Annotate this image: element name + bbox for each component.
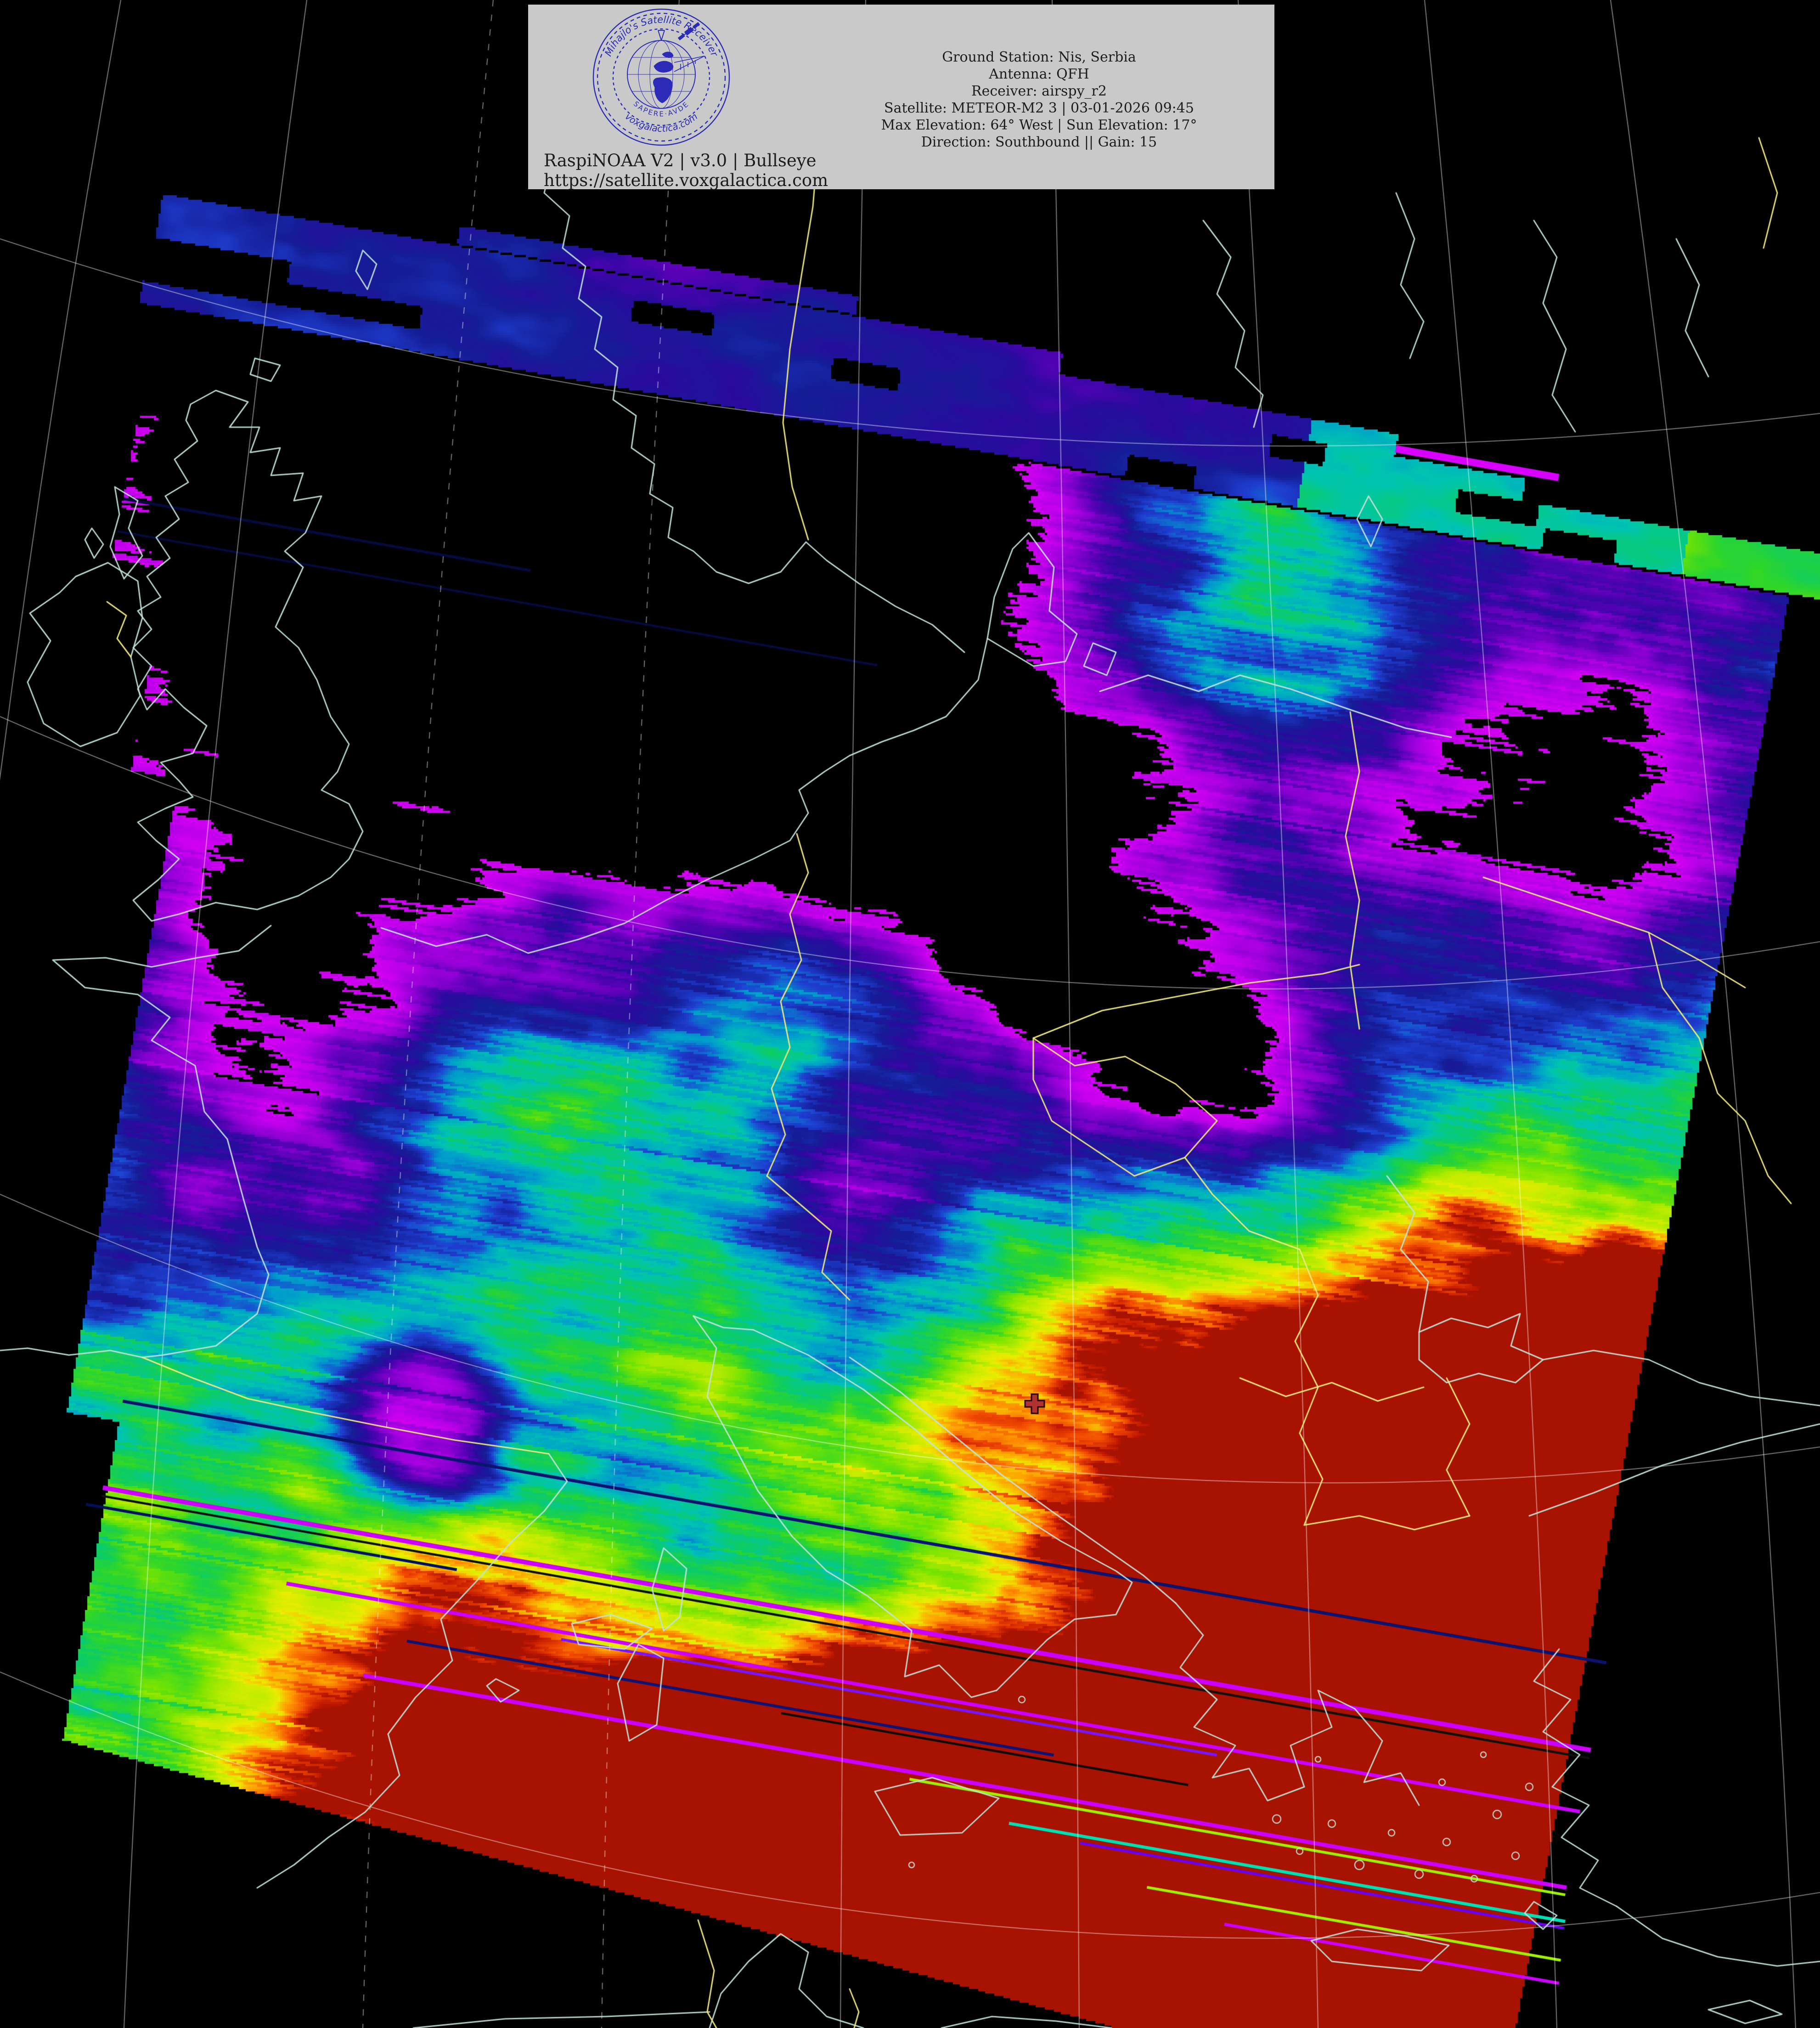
info-panel: Mihajlo's Satellite Receiver voxgalactic… (528, 5, 1274, 190)
pass-info-line-ground-station: Ground Station: Nis, Serbia (942, 49, 1136, 65)
ground-station-marker (1024, 1393, 1045, 1414)
panel-footer: RaspiNOAA V2 | v3.0 | Bullseye https://s… (544, 151, 828, 190)
pass-info-line-receiver: Receiver: airspy_r2 (971, 83, 1107, 99)
signal-beam-icon (674, 56, 705, 72)
antenna-mast-icon (658, 30, 665, 41)
logo-outer-ring (592, 8, 730, 146)
footer-line-version: RaspiNOAA V2 | v3.0 | Bullseye (544, 151, 817, 170)
station-logo: Mihajlo's Satellite Receiver voxgalactic… (592, 8, 730, 146)
logo-dashed-ring (597, 12, 726, 142)
logo-globe (627, 22, 705, 109)
pass-info-line-elevation: Max Elevation: 64° West | Sun Elevation:… (881, 117, 1197, 133)
logo-satellite-icon (677, 22, 700, 40)
marker-cross-icon (1024, 1393, 1045, 1414)
logo-inner-dashed-ring (612, 28, 710, 126)
pass-info-line-antenna: Antenna: QFH (989, 66, 1089, 82)
pass-info: Ground Station: Nis, Serbia Antenna: QFH… (804, 49, 1274, 151)
pass-info-line-satellite: Satellite: METEOR-M2 3 | 03-01-2026 09:4… (884, 100, 1194, 116)
footer-line-url: https://satellite.voxgalactica.com (544, 170, 828, 190)
pass-info-line-direction: Direction: Southbound || Gain: 15 (921, 134, 1157, 150)
